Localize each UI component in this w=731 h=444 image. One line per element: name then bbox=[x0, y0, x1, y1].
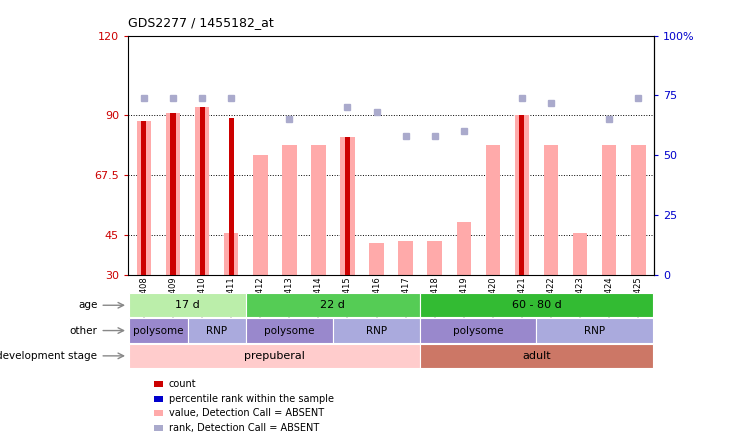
Bar bbox=[311, 145, 325, 275]
Text: count: count bbox=[169, 379, 197, 389]
Bar bbox=[420, 344, 653, 368]
Bar bbox=[345, 137, 350, 275]
Bar bbox=[137, 121, 151, 275]
Text: percentile rank within the sample: percentile rank within the sample bbox=[169, 394, 334, 404]
Bar bbox=[520, 115, 524, 275]
Bar bbox=[246, 293, 420, 317]
Bar bbox=[457, 222, 471, 275]
Text: RNP: RNP bbox=[584, 325, 605, 336]
Bar bbox=[229, 118, 234, 275]
Bar bbox=[602, 145, 616, 275]
Text: adult: adult bbox=[522, 351, 550, 361]
Bar bbox=[188, 318, 246, 343]
Text: rank, Detection Call = ABSENT: rank, Detection Call = ABSENT bbox=[169, 423, 319, 433]
Bar bbox=[420, 293, 653, 317]
Bar bbox=[166, 113, 181, 275]
Bar bbox=[141, 121, 146, 275]
Bar bbox=[340, 137, 355, 275]
Bar bbox=[129, 318, 188, 343]
Text: polysome: polysome bbox=[453, 325, 504, 336]
Text: RNP: RNP bbox=[366, 325, 387, 336]
Text: 60 - 80 d: 60 - 80 d bbox=[512, 300, 561, 310]
Bar bbox=[333, 318, 420, 343]
Bar bbox=[573, 233, 588, 275]
Text: value, Detection Call = ABSENT: value, Detection Call = ABSENT bbox=[169, 408, 324, 418]
Bar bbox=[420, 318, 537, 343]
Bar bbox=[194, 107, 209, 275]
Bar bbox=[200, 107, 205, 275]
Text: development stage: development stage bbox=[0, 351, 97, 361]
Text: polysome: polysome bbox=[264, 325, 314, 336]
Text: 22 d: 22 d bbox=[320, 300, 345, 310]
Text: RNP: RNP bbox=[206, 325, 227, 336]
Bar bbox=[398, 241, 413, 275]
Text: other: other bbox=[69, 325, 97, 336]
Bar bbox=[428, 241, 442, 275]
Bar bbox=[129, 293, 246, 317]
Text: age: age bbox=[78, 300, 97, 310]
Text: polysome: polysome bbox=[133, 325, 183, 336]
Text: 17 d: 17 d bbox=[175, 300, 200, 310]
Bar bbox=[224, 233, 238, 275]
Bar bbox=[544, 145, 558, 275]
Bar bbox=[485, 145, 500, 275]
Bar bbox=[537, 318, 653, 343]
Bar bbox=[282, 145, 297, 275]
Bar bbox=[170, 113, 175, 275]
Bar bbox=[515, 115, 529, 275]
Bar bbox=[246, 318, 333, 343]
Text: prepuberal: prepuberal bbox=[244, 351, 306, 361]
Bar bbox=[631, 145, 645, 275]
Bar bbox=[369, 243, 384, 275]
Bar bbox=[253, 155, 268, 275]
Text: GDS2277 / 1455182_at: GDS2277 / 1455182_at bbox=[128, 16, 273, 29]
Bar bbox=[129, 344, 420, 368]
